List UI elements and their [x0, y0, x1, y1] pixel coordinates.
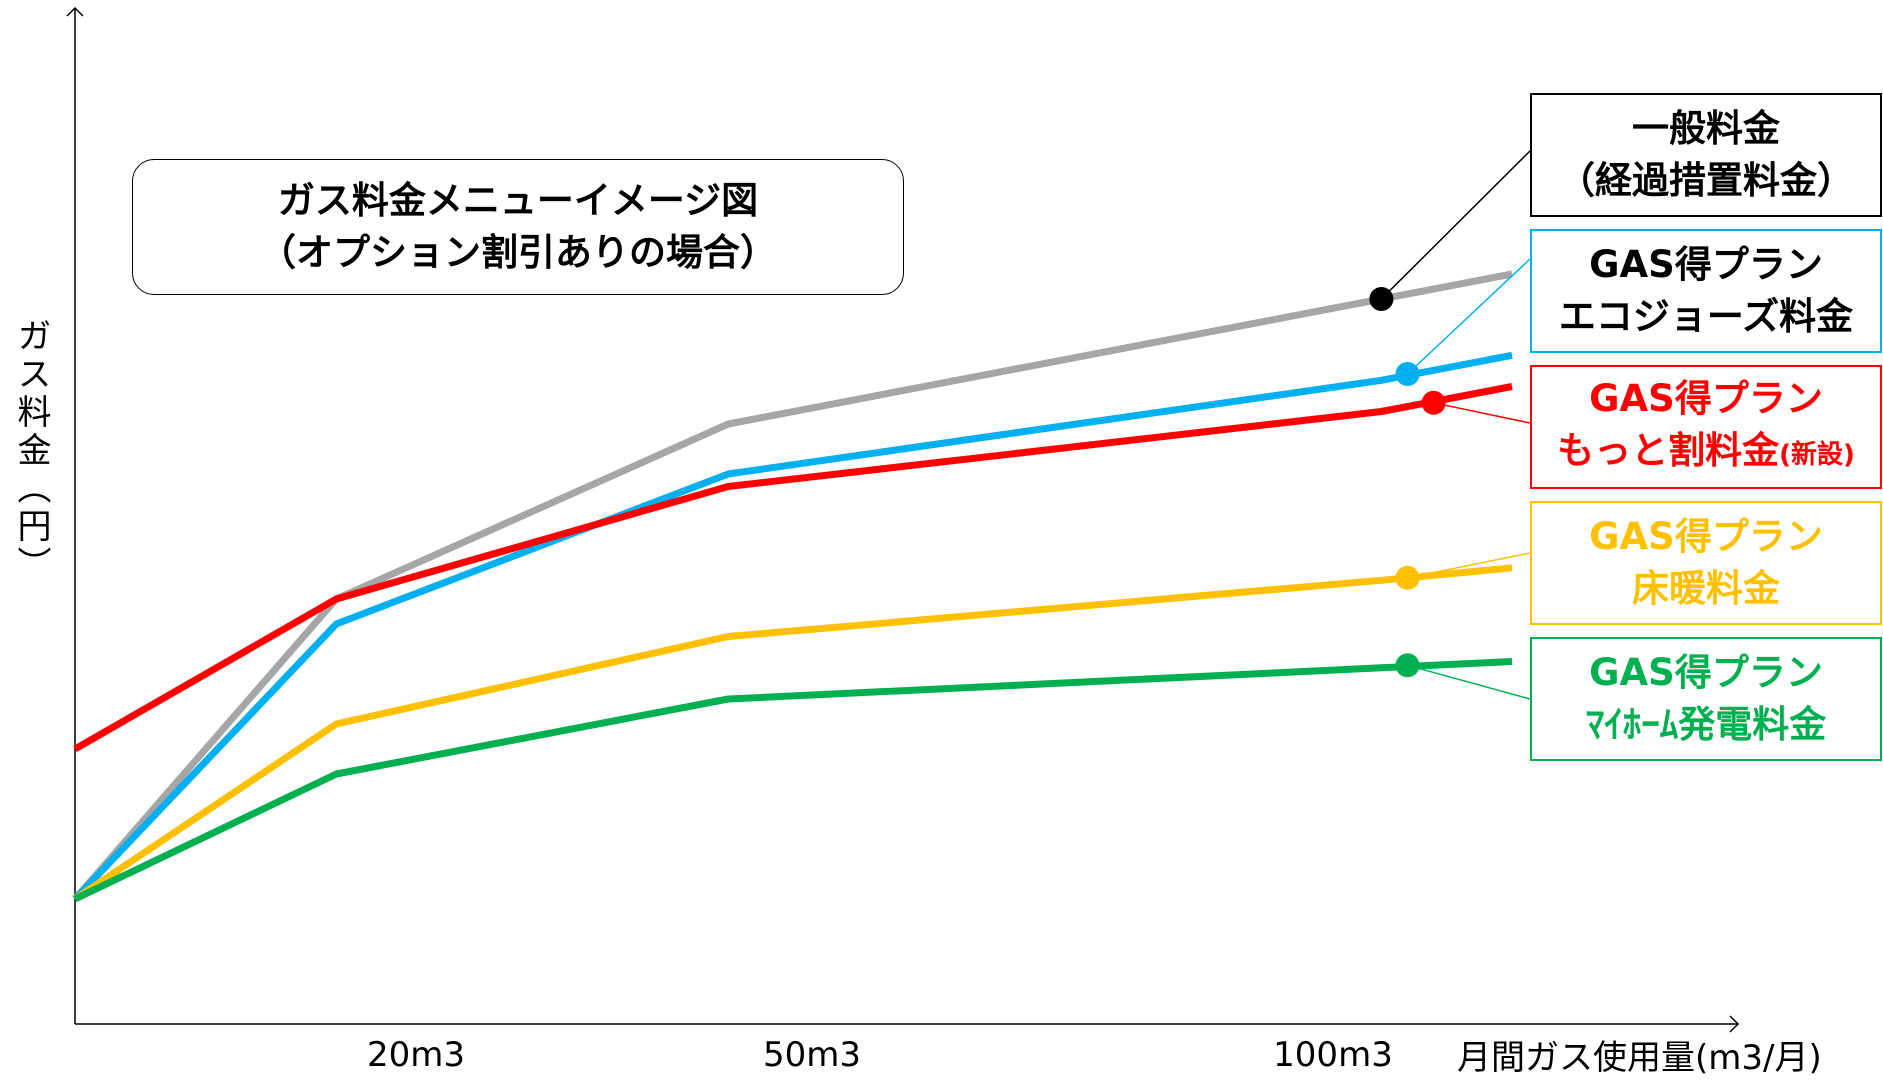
chart-title-line-1: ガス料金メニューイメージ図: [277, 179, 759, 222]
series-layer: [72, 270, 1513, 903]
legend-home-power-rate: GAS得プラン ﾏｲﾎｰﾑ発電料金: [1530, 637, 1882, 761]
legend-general-rate-line-1: 一般料金: [1632, 107, 1780, 150]
x-tick-label-100: 100m3: [1273, 1035, 1393, 1075]
legend-ecojozu-rate-line-2: エコジョーズ料金: [1558, 295, 1854, 338]
y-axis-label: ガス料金（円）: [11, 318, 51, 584]
x-tick-label-50: 50m3: [762, 1035, 862, 1075]
legend-ecojozu-rate-line-1: GAS得プラン: [1589, 243, 1823, 286]
legend-mottowari-rate-line-1: GAS得プラン: [1589, 377, 1823, 420]
marker-point-ecojozu-rate: [1395, 362, 1420, 386]
leader-line-general-rate: [1380, 150, 1531, 300]
marker-point-mottowari-rate: [1421, 390, 1446, 415]
legend-mottowari-rate: GAS得プラン もっと割料金(新設): [1530, 365, 1882, 489]
legend-ecojozu-rate: GAS得プラン エコジョーズ料金: [1530, 229, 1882, 353]
chart-title-box: ガス料金メニューイメージ図 （オプション割引ありの場合）: [132, 159, 904, 295]
series-line-ecojozu-rate: [72, 351, 1513, 902]
leader-line-home-power-rate: [1407, 664, 1531, 700]
marker-point-general-rate: [1369, 287, 1394, 311]
chart-title-line-2: （オプション割引ありの場合）: [259, 231, 777, 274]
marker-points: [1369, 287, 1446, 678]
leader-lines: [1380, 150, 1531, 700]
marker-point-floor-heating-rate: [1395, 565, 1420, 590]
legend-general-rate: 一般料金 （経過措置料金）: [1530, 93, 1882, 217]
legend-mottowari-new-badge: (新設): [1779, 440, 1855, 470]
series-line-floor-heating-rate: [73, 564, 1513, 902]
legend-floor-heating-rate-line-2: 床暖料金: [1632, 567, 1780, 610]
legend-general-rate-line-2: （経過措置料金）: [1558, 159, 1854, 202]
legend-home-power-rate-line-1: GAS得プラン: [1589, 651, 1823, 694]
legend-floor-heating-rate-line-1: GAS得プラン: [1589, 515, 1823, 558]
legend-mottowari-rate-line-2: もっと割料金(新設): [1557, 425, 1855, 481]
legend-mottowari-rate-name: もっと割料金: [1557, 429, 1780, 472]
series-line-home-power-rate: [73, 658, 1513, 903]
x-axis-label: 月間ガス使用量(m3/月): [1457, 1038, 1822, 1078]
marker-point-home-power-rate: [1395, 653, 1420, 678]
leader-line-mottowari-rate: [1433, 402, 1531, 424]
leader-line-ecojozu-rate: [1406, 258, 1531, 375]
x-tick-label-20: 20m3: [366, 1035, 466, 1075]
leader-line-floor-heating-rate: [1407, 552, 1531, 579]
series-line-general-rate: [72, 270, 1513, 902]
legend-floor-heating-rate: GAS得プラン 床暖料金: [1530, 501, 1882, 625]
legend-home-power-rate-line-2: ﾏｲﾎｰﾑ発電料金: [1585, 703, 1827, 746]
